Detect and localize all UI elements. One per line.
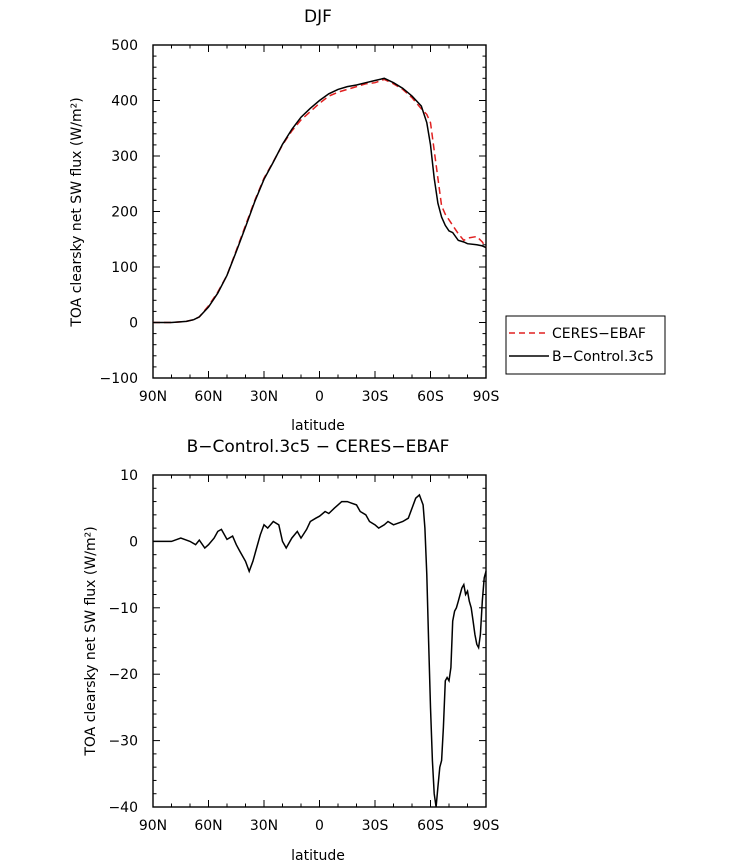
top-x-tick-label: 60S: [417, 389, 444, 405]
top-y-tick-label: 200: [111, 205, 138, 221]
legend-label-model: B−Control.3c5: [552, 349, 654, 365]
top-x-tick-label: 90S: [473, 389, 500, 405]
bottom-x-tick-label: 0: [315, 818, 324, 834]
bottom-x-tick-label: 30N: [250, 818, 278, 834]
top-y-tick-label: 300: [111, 149, 138, 165]
top-x-tick-label: 60N: [194, 389, 222, 405]
top-y-tick-label: 400: [111, 94, 138, 110]
top-y-tick-label: 100: [111, 260, 138, 276]
bottom-y-tick-label: 10: [120, 468, 138, 484]
top-y-tick-label: 500: [111, 38, 138, 54]
bottom-plot-frame: [152, 474, 487, 808]
bottom-x-tick-label: 90S: [473, 818, 500, 834]
top-plot-frame: [152, 44, 487, 379]
bottom-y-ticks: −40 −30 −20 −10 0 10: [108, 468, 486, 816]
bottom-y-tick-label: −30: [108, 734, 138, 750]
bottom-panel: B−Control.3c5 − CERES−EBAF 90N 60N 30N 0 30S…: [83, 437, 499, 864]
bottom-y-tick-label: −40: [108, 800, 138, 816]
bottom-x-ticks: 90N 60N 30N 0 30S 60S 90S: [139, 475, 500, 834]
top-y-tick-label: 0: [129, 316, 138, 332]
top-series-line-1: [153, 78, 487, 324]
top-y-tick-label: −100: [100, 371, 138, 387]
bottom-y-tick-label: −10: [108, 601, 138, 617]
bottom-x-tick-label: 60N: [194, 818, 222, 834]
top-x-tick-label: 30S: [362, 389, 389, 405]
legend-box: [505, 315, 666, 375]
bottom-y-tick-label: −20: [108, 667, 138, 683]
bottom-series-line-1: [153, 493, 487, 808]
bottom-y-tick-label: 0: [129, 534, 138, 550]
bottom-x-axis-label: latitude: [291, 848, 345, 864]
bottom-y-axis-label: TOA clearsky net SW flux (W/m²): [83, 526, 99, 756]
top-y-ticks: −100 0 100 200 300 400 500: [100, 38, 486, 387]
bottom-x-tick-label: 60S: [417, 818, 444, 834]
top-x-tick-label: 30N: [250, 389, 278, 405]
legend-label-ceres: CERES−EBAF: [552, 326, 646, 342]
bottom-x-tick-label: 30S: [362, 818, 389, 834]
bottom-chart-title: B−Control.3c5 − CERES−EBAF: [187, 437, 450, 457]
top-panel: DJF 90N 60N 30N 0 30S 60S 90S −100 0 100 200 300 40…: [69, 7, 666, 434]
top-series-line-2: [153, 77, 487, 324]
top-chart-title: DJF: [304, 7, 332, 27]
bottom-x-tick-label: 90N: [139, 818, 167, 834]
top-x-axis-label: latitude: [291, 418, 345, 434]
top-y-axis-label: TOA clearsky net SW flux (W/m²): [69, 97, 85, 327]
top-x-tick-label: 90N: [139, 389, 167, 405]
legend: CERES−EBAF B−Control.3c5: [505, 315, 666, 375]
top-series: [153, 77, 487, 324]
top-x-ticks: 90N 60N 30N 0 30S 60S 90S: [139, 45, 500, 405]
top-x-tick-label: 0: [315, 389, 324, 405]
bottom-series: [153, 493, 487, 808]
